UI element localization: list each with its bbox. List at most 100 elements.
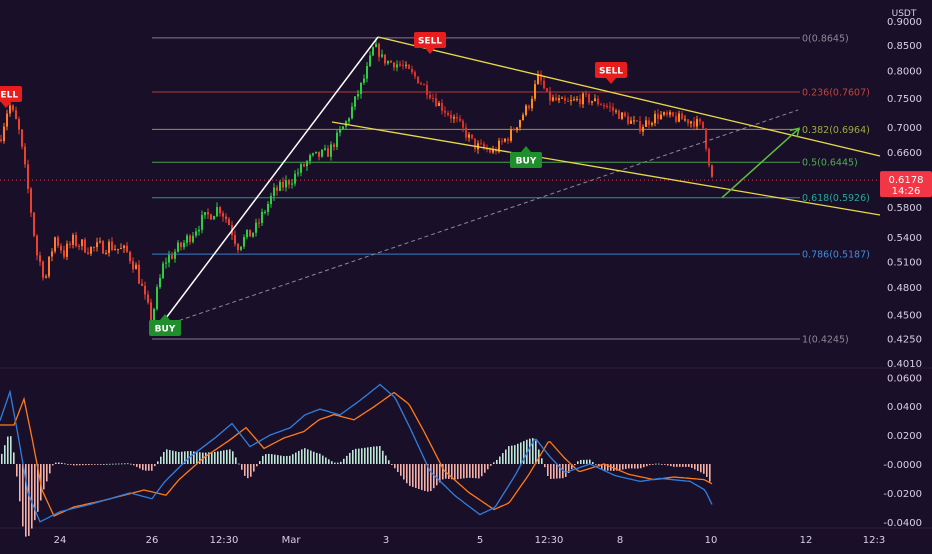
time-tick-label: Mar xyxy=(282,535,302,546)
candle-body xyxy=(573,99,575,101)
macd-histogram-bar xyxy=(343,458,345,464)
macd-histogram-bar xyxy=(646,464,648,467)
time-tick-label: 12:30 xyxy=(210,535,239,546)
candle-body xyxy=(60,245,62,251)
candle-body xyxy=(450,114,452,119)
candle-body xyxy=(303,164,305,167)
macd-histogram-bar xyxy=(514,445,516,464)
macd-histogram-bar xyxy=(229,449,231,464)
macd-histogram-bar xyxy=(148,464,150,471)
macd-histogram-bar xyxy=(529,438,531,464)
macd-line xyxy=(0,383,713,523)
candle-body xyxy=(447,112,449,115)
candle-body xyxy=(195,231,197,236)
candle-body xyxy=(165,262,167,264)
candle-body xyxy=(9,105,11,114)
candle-body xyxy=(375,43,377,48)
candle-body xyxy=(249,229,251,237)
candle-body xyxy=(558,98,560,101)
candle-body xyxy=(246,229,248,238)
candle-body xyxy=(120,248,122,250)
candle-body xyxy=(462,120,464,128)
candle-body xyxy=(471,134,473,139)
candle-body xyxy=(591,101,593,103)
macd-histogram-bar xyxy=(19,464,21,502)
macd-histogram-bar xyxy=(382,450,384,464)
macd-histogram-bar xyxy=(130,463,132,465)
candle-body xyxy=(297,172,299,174)
macd-histogram-bar xyxy=(157,461,159,464)
candle-body xyxy=(489,149,491,153)
candle-body xyxy=(549,91,551,101)
candle-body xyxy=(24,146,26,165)
fib-retracement[interactable]: 0(0.8645) 0.236(0.7607) 0.382(0.6964) 0.5(0… xyxy=(0,33,880,346)
candle-body xyxy=(627,116,629,124)
macd-histogram-bar xyxy=(433,464,435,489)
candle-body xyxy=(408,64,410,69)
candle-body xyxy=(207,212,209,215)
macd-histogram-bar xyxy=(217,451,219,464)
candle-body xyxy=(150,302,152,322)
macd-histogram-bar xyxy=(517,443,519,464)
macd-histogram-bar xyxy=(55,462,57,464)
channel-lower-line xyxy=(331,121,881,216)
candle-body xyxy=(177,242,179,252)
price-tick-label: 0.7500 xyxy=(887,94,922,105)
candle-body xyxy=(540,74,542,81)
candle-body xyxy=(75,234,77,246)
signal-box xyxy=(510,152,542,168)
macd-histogram-bar xyxy=(124,463,126,465)
macd-histogram-bar xyxy=(682,464,684,467)
macd-histogram-bar xyxy=(256,464,258,467)
macd-histogram-bar xyxy=(10,436,12,464)
candle-body xyxy=(54,237,56,252)
macd-histogram-bar xyxy=(43,464,45,490)
macd-histogram-bar xyxy=(583,459,585,464)
candle-body xyxy=(567,100,569,102)
macd-histogram-bar xyxy=(247,464,249,479)
macd-histogram-bar xyxy=(241,464,243,470)
macd-histogram-bar xyxy=(298,450,300,464)
macd-histogram-bar xyxy=(178,451,180,464)
macd-histogram-bar xyxy=(91,464,93,465)
candle-body xyxy=(264,211,266,213)
price-tick-label: 0.4500 xyxy=(887,310,922,321)
candle-body xyxy=(228,219,230,226)
macd-histogram-bar xyxy=(676,464,678,467)
macd-histogram-bar xyxy=(313,451,315,464)
macd-histogram-bar xyxy=(454,464,456,480)
macd-histogram-bar xyxy=(142,464,144,471)
macd-histogram-bar xyxy=(232,451,234,464)
candle-body xyxy=(96,242,98,248)
macd-histogram-bar xyxy=(502,453,504,464)
candle-body xyxy=(561,97,563,99)
macd-histogram-bar xyxy=(535,440,537,464)
macd-histogram-bar xyxy=(121,463,123,465)
buy-signal: BUY xyxy=(510,146,542,168)
macd-histogram-bar xyxy=(136,464,138,467)
candle-body xyxy=(288,180,290,185)
candle-body xyxy=(387,60,389,64)
macd-histogram-bar xyxy=(328,459,330,464)
macd-histogram-bar xyxy=(703,464,705,474)
candle-body xyxy=(270,195,272,205)
candle-body xyxy=(444,110,446,113)
trendlines[interactable] xyxy=(165,36,881,326)
candle-body xyxy=(678,113,680,122)
macd-histogram-bar xyxy=(544,464,546,468)
macd-histogram-bar xyxy=(391,464,393,466)
sell-signal: SELL xyxy=(0,86,22,108)
candle-body xyxy=(657,113,659,120)
signal-pointer xyxy=(160,314,170,320)
signal-box xyxy=(595,62,627,78)
price-tick-label: 0.9000 xyxy=(887,17,922,28)
candle-body xyxy=(117,248,119,250)
macd-histogram-bar xyxy=(1,453,3,464)
macd-histogram-bar xyxy=(691,464,693,468)
macd-histogram-bar xyxy=(565,464,567,477)
macd-histogram-bar xyxy=(244,464,246,476)
macd-histogram-bar xyxy=(667,464,669,466)
macd-tick-label: -0.0000 xyxy=(883,460,922,471)
